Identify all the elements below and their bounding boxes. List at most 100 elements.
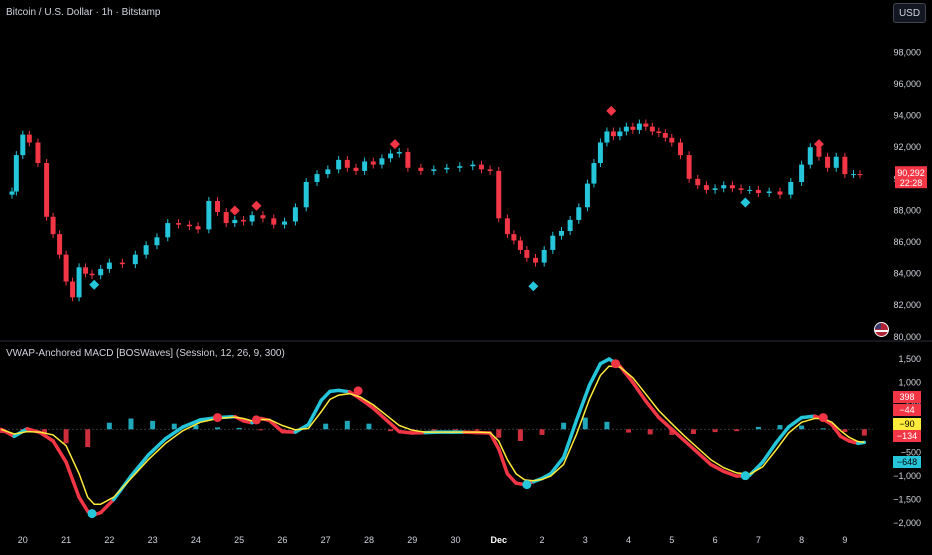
time-axis-tick: 5 [669,535,674,545]
candle [470,165,475,167]
candle [133,255,138,264]
price-axis-tick: 82,000 [893,300,921,310]
histogram-bar [366,424,371,430]
macd-line-segment [148,439,165,455]
candle [496,171,501,218]
candle [120,263,125,265]
histogram-bar [237,428,242,429]
price-axis-tick: 84,000 [893,269,921,279]
candle [721,185,726,188]
candle [315,174,320,182]
sell-signal-marker [230,205,240,215]
us-flag-icon[interactable] [874,322,889,337]
price-axis-tick: 94,000 [893,111,921,121]
time-axis-tick: Dec [490,535,507,545]
candle [777,191,782,194]
histogram-bar [258,429,263,430]
candle [154,237,159,245]
buy-signal-marker [740,198,750,208]
candle [799,165,804,182]
histogram-bar [799,426,804,430]
macd-sell-marker [611,359,620,368]
candle [44,163,49,217]
candle [325,169,330,174]
candle [643,124,648,127]
histogram-bar [756,427,761,429]
histogram-bar [453,429,458,430]
candle [345,160,350,168]
candle [650,127,655,132]
candle [624,127,629,132]
candle [83,267,88,273]
chart-title: Bitcoin / U.S. Dollar · 1h · Bitstamp [6,7,161,18]
histogram-bar [345,421,350,429]
candle [576,207,581,220]
macd-axis-tick: 1,000 [898,377,921,387]
candle [747,190,752,191]
candle [304,182,309,207]
macd-buy-marker [88,509,97,518]
candle [756,190,761,193]
histogram-bar [561,423,566,430]
candle [144,245,149,254]
candle [611,131,616,136]
candle [107,263,112,269]
candle [397,152,402,154]
candle [730,185,735,188]
candle [90,274,95,276]
candle [431,169,436,171]
candle [51,217,56,234]
sell-signal-marker [814,139,824,149]
macd-line-segment [802,416,815,417]
candle [271,218,276,224]
macd-line-segment [646,401,659,417]
candle [851,174,856,175]
histogram-bar [150,421,155,429]
candle [388,154,393,159]
macd-line-segment [321,391,330,400]
macd-line-segment [659,418,672,430]
candle [678,143,683,156]
buy-signal-marker [89,280,99,290]
time-axis-tick: 8 [799,535,804,545]
candle [533,258,538,263]
countdown-label: 22:28 [900,178,923,188]
candle [64,255,69,282]
sell-signal-marker [606,106,616,116]
time-axis-tick: 28 [364,535,374,545]
macd-value-label: −134 [897,431,917,441]
histogram-bar [388,429,393,431]
time-axis-tick: 4 [626,535,631,545]
time-axis-tick: 25 [234,535,244,545]
histogram-bar [691,429,696,434]
candle [70,282,75,298]
macd-buy-marker [522,480,531,489]
candle [293,207,298,221]
histogram-bar [821,428,826,429]
last-price-label: 90,292 [897,168,925,178]
candle [77,267,82,297]
candle [224,212,229,223]
candle [511,234,516,240]
macd-value-label: 398 [899,392,914,402]
macd-value-label: −44 [899,405,914,415]
candle [518,240,523,249]
candle [669,138,674,143]
macd-axis-tick: 1,500 [898,354,921,364]
candle [559,231,564,236]
candle [834,157,839,168]
macd-axis-tick: −2,000 [893,518,921,528]
candle [604,131,609,142]
candle [165,223,170,237]
candle [695,179,700,185]
histogram-bar [64,429,69,443]
time-axis-tick: 23 [148,535,158,545]
currency-button[interactable]: USD [893,3,926,23]
candle [10,191,15,194]
macd-line-segment [507,474,516,483]
macd-axis-tick: −1,500 [893,495,921,505]
candle [542,250,547,263]
candle [617,131,622,136]
